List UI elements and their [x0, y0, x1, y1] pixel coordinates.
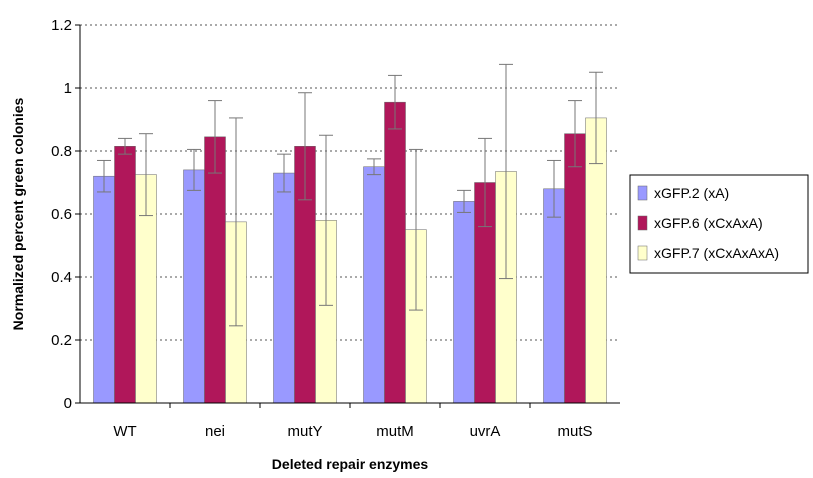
x-tick-label: WT [113, 423, 136, 440]
bar [273, 172, 295, 404]
grid-lines [80, 24, 620, 341]
x-tick-label: uvrA [470, 423, 501, 440]
legend-box [629, 174, 809, 274]
bar [363, 166, 385, 404]
bar [204, 136, 226, 404]
y-axis-ticks: 0 0.2 0.4 0.6 0.8 1 1.2 [51, 17, 80, 412]
legend-swatch [637, 185, 648, 201]
bar [453, 201, 475, 404]
legend-label: xGFP.6 (xCxAxA) [654, 215, 763, 231]
bars [93, 101, 607, 404]
y-tick-label: 1.2 [51, 17, 72, 34]
x-tick-label: nei [205, 423, 225, 440]
bar [564, 133, 586, 404]
bar [183, 169, 205, 404]
x-tick-label: mutY [287, 423, 322, 440]
legend-swatch [637, 215, 648, 231]
legend-label: xGFP.7 (xCxAxAxA) [654, 245, 779, 261]
bar [93, 175, 115, 404]
legend-label: xGFP.2 (xA) [654, 185, 729, 201]
y-tick-label: 0 [64, 395, 72, 412]
y-tick-label: 1 [64, 80, 72, 97]
y-tick-label: 0.6 [51, 206, 72, 223]
y-tick-label: 0.8 [51, 143, 72, 160]
legend-swatch [637, 245, 648, 261]
bar [543, 188, 565, 404]
y-tick-label: 0.2 [51, 332, 72, 349]
x-axis-ticks: WT nei mutY mutM uvrA mutS [113, 403, 593, 440]
legend: xGFP.2 (xA) xGFP.6 (xCxAxA) xGFP.7 (xCxAxA… [629, 174, 809, 274]
bar [384, 101, 406, 404]
x-tick-label: mutM [376, 423, 414, 440]
error-bars [97, 63, 603, 327]
y-axis-title: Normalized percent green colonies [10, 97, 26, 330]
bar [114, 146, 136, 404]
y-tick-label: 0.4 [51, 269, 72, 286]
x-tick-label: mutS [557, 423, 592, 440]
x-axis-title: Deleted repair enzymes [272, 456, 429, 472]
